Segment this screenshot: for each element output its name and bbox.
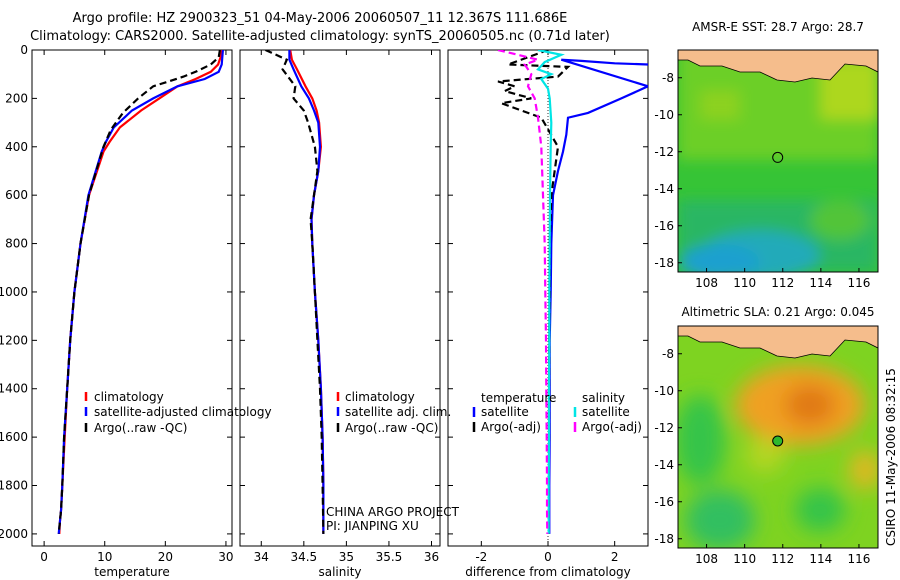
x-tick-label: 110	[733, 552, 756, 566]
argo-position-marker	[772, 151, 784, 163]
land-mass	[678, 326, 878, 359]
x-tick-label: 35.5	[376, 550, 403, 564]
series-group	[57, 50, 224, 535]
y-tick-label: -16	[654, 219, 674, 233]
series-line	[58, 50, 223, 534]
series-group	[496, 50, 648, 534]
series-line	[57, 50, 224, 535]
x-tick-label: 116	[847, 552, 870, 566]
argo-position-marker	[772, 435, 784, 447]
y-tick-label: 800	[5, 237, 28, 251]
x-tick-label: 20	[158, 550, 173, 564]
y-tick-label: 1000	[0, 285, 28, 299]
x-tick-label: 30	[218, 550, 233, 564]
y-tick-label: -14	[654, 182, 674, 196]
credit-text: CSIRO 11-May-2006 08:32:15	[884, 368, 898, 546]
legend-label: Argo(-adj)	[582, 420, 642, 434]
y-tick-label: -16	[654, 495, 674, 509]
page-subtitle: Climatology: CARS2000. Satellite-adjuste…	[30, 29, 610, 44]
legend-label: Argo(..raw -QC)	[345, 421, 438, 435]
y-tick-label: 400	[5, 140, 28, 154]
plot-frame	[239, 49, 441, 547]
y-tick-label: 1800	[0, 479, 28, 493]
sst-map-title: AMSR-E SST: 28.7 Argo: 28.7	[692, 20, 864, 34]
y-tick-label: -18	[654, 256, 674, 270]
temperature-panel: 0 10 20 30 0 200 400 600 800 1000 1200 1400 1600 1800…	[0, 43, 272, 579]
plot-frame	[31, 49, 233, 547]
x-tick-label: 116	[847, 276, 870, 290]
x-tick-label: 36	[424, 550, 439, 564]
legend-header: salinity	[582, 391, 625, 405]
legend-label: satellite-adjusted climatology	[94, 405, 272, 419]
x-tick-label: 35	[339, 550, 354, 564]
x-tick-label: 114	[809, 552, 832, 566]
y-tick-label: 1200	[0, 333, 28, 347]
y-tick-label: 2000	[0, 527, 28, 541]
x-tick-label: 34	[254, 550, 269, 564]
x-axis-label: temperature	[94, 565, 169, 579]
x-tick-label: 34.5	[290, 550, 317, 564]
legend-label: satellite	[481, 405, 529, 419]
series-line	[548, 58, 648, 534]
x-tick-label: 0	[544, 550, 552, 564]
page-title: Argo profile: HZ 2900323_51 04-May-2006 …	[72, 11, 568, 26]
y-tick-label: -12	[654, 145, 674, 159]
x-axis-label: difference from climatology	[465, 565, 631, 579]
sst-map	[678, 50, 878, 272]
series-line	[288, 50, 325, 534]
map-axes: 108 110 112 114 116 -8 -10 -12 -14 -16 -18 108 110 11…	[654, 71, 870, 566]
y-tick-label: 1400	[0, 382, 28, 396]
legend-label: Argo(..raw -QC)	[94, 421, 187, 435]
series-line	[496, 50, 571, 534]
x-tick-label: -2	[475, 550, 487, 564]
y-tick-label: -8	[662, 71, 674, 85]
legend-label: climatology	[345, 390, 415, 404]
y-tick-label: -8	[662, 347, 674, 361]
y-tick-label: -12	[654, 421, 674, 435]
land-mass	[678, 50, 878, 83]
salinity-panel: 34 34.5 35 35.5 36 salinity climatologysatelli…	[239, 49, 451, 579]
legend-header: temperature	[481, 391, 556, 405]
sla-map-title: Altimetric SLA: 0.21 Argo: 0.045	[681, 305, 874, 319]
series-group	[265, 50, 325, 534]
project-pi: PI: JIANPING XU	[326, 519, 419, 533]
legend-label: Argo(-adj)	[481, 420, 541, 434]
series-line	[497, 50, 549, 534]
x-tick-label: 114	[809, 276, 832, 290]
y-tick-label: 200	[5, 91, 28, 105]
legend-label: satellite	[582, 405, 630, 419]
x-axis-label: salinity	[318, 565, 361, 579]
series-line	[536, 50, 565, 534]
x-tick-label: 108	[695, 276, 718, 290]
x-tick-label: 112	[771, 276, 794, 290]
series-line	[57, 50, 221, 535]
y-tick-label: -10	[654, 384, 674, 398]
y-tick-label: 600	[5, 188, 28, 202]
x-tick-label: 2	[611, 550, 619, 564]
y-tick-label: -14	[654, 458, 674, 472]
sla-map	[678, 326, 878, 548]
legend-label: climatology	[94, 390, 164, 404]
x-tick-label: 112	[771, 552, 794, 566]
x-tick-label: 10	[97, 550, 112, 564]
y-tick-label: -18	[654, 532, 674, 546]
y-tick-label: 0	[20, 43, 28, 57]
y-tick-label: 1600	[0, 430, 28, 444]
x-tick-label: 108	[695, 552, 718, 566]
x-tick-label: 110	[733, 276, 756, 290]
x-tick-label: 0	[40, 550, 48, 564]
legend-label: satellite adj. clim.	[345, 405, 451, 419]
y-tick-label: -10	[654, 108, 674, 122]
series-line	[265, 50, 325, 534]
project-name: CHINA ARGO PROJECT	[326, 505, 460, 519]
